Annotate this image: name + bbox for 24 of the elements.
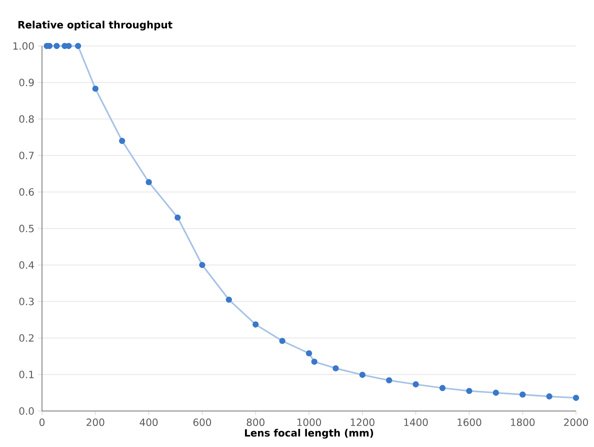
- x-tick-label: 1000: [297, 418, 322, 426]
- x-tick-label: 2000: [564, 418, 588, 426]
- y-tick-label: 0.7: [19, 152, 34, 160]
- x-tick-label: 1600: [458, 418, 482, 426]
- y-tick-label: 0.4: [19, 261, 34, 269]
- x-tick-label: 800: [246, 418, 264, 426]
- y-tick-label: 0.0: [19, 407, 34, 415]
- y-tick-label: 0.9: [19, 78, 34, 86]
- y-tick-label: 0.2: [19, 334, 34, 342]
- y-axis-title: Relative optical throughput: [18, 20, 172, 30]
- x-tick-label: 600: [193, 418, 212, 426]
- y-tick-label: 0.5: [19, 224, 34, 232]
- x-tick-label: 1800: [511, 418, 535, 426]
- x-tick-label: 200: [86, 418, 104, 426]
- y-tick-label: 0.6: [19, 188, 34, 196]
- y-tick-label: 0.8: [19, 115, 34, 123]
- y-tick-label: 0.3: [19, 298, 34, 306]
- x-tick-label: 400: [140, 418, 158, 426]
- x-tick-label: 1200: [350, 418, 374, 426]
- x-tick-label: 1400: [404, 418, 428, 426]
- x-tick-label: 0: [39, 418, 45, 426]
- x-axis-title: Lens focal length (mm): [244, 428, 374, 439]
- y-tick-label: 0.1: [19, 370, 34, 378]
- y-tick-label: 1.00: [13, 42, 34, 50]
